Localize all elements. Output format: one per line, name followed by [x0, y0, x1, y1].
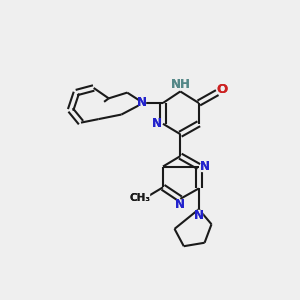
Bar [130, 193, 149, 202]
Text: N: N [200, 160, 210, 173]
Text: NH: NH [170, 77, 190, 91]
Text: N: N [152, 117, 162, 130]
Bar [139, 98, 145, 108]
Text: CH₃: CH₃ [129, 193, 150, 203]
Text: N: N [152, 117, 162, 130]
Text: N: N [175, 198, 185, 211]
Text: CH₃: CH₃ [129, 193, 150, 203]
Bar [174, 79, 187, 89]
Bar [219, 85, 225, 95]
Text: N: N [175, 198, 185, 211]
Text: N: N [194, 208, 204, 221]
Text: N: N [137, 97, 147, 110]
Text: N: N [194, 208, 204, 221]
Text: NH: NH [170, 77, 190, 91]
Bar [196, 210, 202, 220]
Text: O: O [216, 83, 227, 96]
Bar [177, 200, 183, 209]
Bar [154, 119, 160, 129]
Text: O: O [216, 83, 227, 96]
Bar [202, 162, 208, 171]
Text: N: N [200, 160, 210, 173]
Text: N: N [137, 97, 147, 110]
